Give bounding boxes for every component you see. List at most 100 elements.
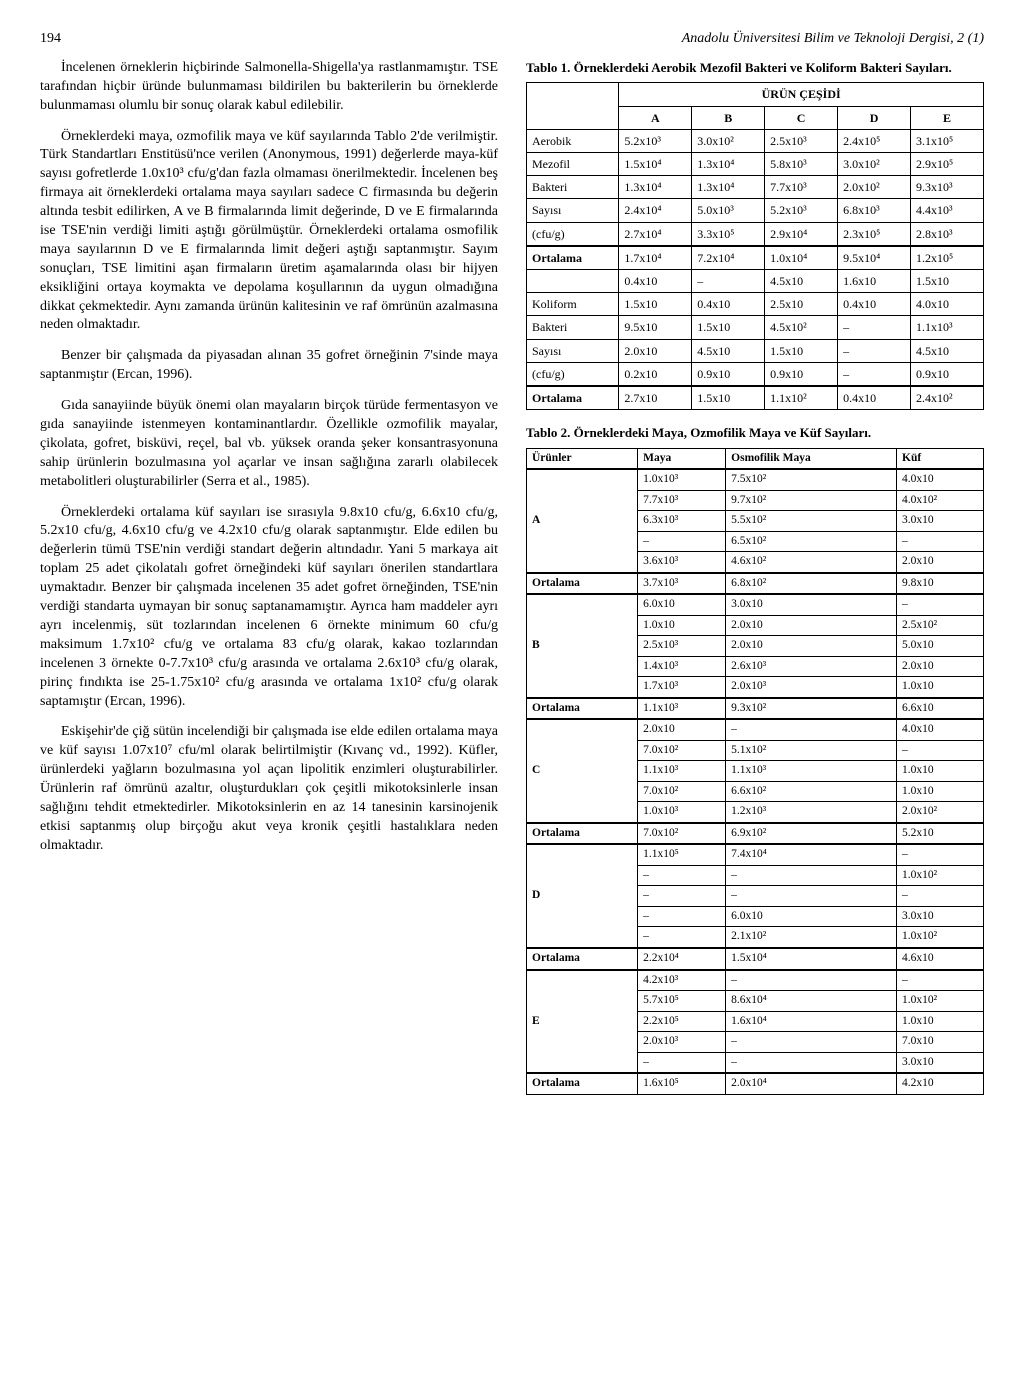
table2-cell: 4.6x10² bbox=[726, 552, 897, 573]
table1-cell: 0.9x10 bbox=[765, 362, 838, 386]
table2-col-header: Ürünler bbox=[527, 448, 638, 469]
table2-ortalama-cell: 6.8x10² bbox=[726, 573, 897, 595]
table2-cell: 7.0x10² bbox=[638, 781, 726, 802]
table2-cell: 1.2x10³ bbox=[726, 802, 897, 823]
table2-cell: 4.0x10 bbox=[897, 469, 984, 490]
table1-cell: 1.0x10⁴ bbox=[765, 246, 838, 270]
table1-cell: 4.0x10 bbox=[911, 293, 984, 316]
table2-cell: 7.5x10² bbox=[726, 469, 897, 490]
table2-cell: 5.5x10² bbox=[726, 511, 897, 532]
table1-cell: 0.4x10 bbox=[692, 293, 765, 316]
table2-ortalama-cell: 9.8x10 bbox=[897, 573, 984, 595]
table1-cell: 7.2x10⁴ bbox=[692, 246, 765, 270]
table1-cell: 1.3x10⁴ bbox=[692, 153, 765, 176]
paragraph-2: Örneklerdeki maya, ozmofilik maya ve küf… bbox=[40, 128, 498, 336]
table2-cell: 6.0x10 bbox=[638, 594, 726, 615]
table2-cell: 7.0x10² bbox=[638, 740, 726, 761]
table2-ortalama-cell: 6.6x10 bbox=[897, 698, 984, 720]
table2-ortalama-cell: 7.0x10² bbox=[638, 823, 726, 845]
paragraph-5: Örneklerdeki ortalama küf sayıları ise s… bbox=[40, 504, 498, 712]
paragraph-6: Eskişehir'de çiğ sütün incelendiği bir ç… bbox=[40, 723, 498, 855]
page-number: 194 bbox=[40, 30, 498, 49]
table2-group-label: E bbox=[527, 970, 638, 1074]
table2-cell: 1.0x10 bbox=[897, 761, 984, 782]
table2-cell: 2.5x10³ bbox=[638, 636, 726, 657]
table2-cell: 2.1x10² bbox=[726, 927, 897, 948]
table1-cell: 1.5x10⁴ bbox=[619, 153, 692, 176]
table2-cell: 1.0x10² bbox=[897, 927, 984, 948]
table1-cell: 1.1x10³ bbox=[911, 316, 984, 339]
table2-ortalama-label: Ortalama bbox=[527, 823, 638, 845]
table2-cell: – bbox=[726, 886, 897, 907]
table2-ortalama-cell: 3.7x10³ bbox=[638, 573, 726, 595]
table1-col-header: D bbox=[838, 106, 911, 129]
table2-cell: 1.4x10³ bbox=[638, 656, 726, 677]
table2-ortalama-cell: 4.6x10 bbox=[897, 948, 984, 970]
table1-cell: 1.2x10⁵ bbox=[911, 246, 984, 270]
table1-cell: 2.7x10 bbox=[619, 386, 692, 410]
table2-group-label: B bbox=[527, 594, 638, 698]
table2-ortalama-label: Ortalama bbox=[527, 1073, 638, 1094]
table2-cell: – bbox=[638, 927, 726, 948]
table1-row-label: Ortalama bbox=[527, 246, 619, 270]
table-1: ÜRÜN ÇEŞİDİ ABCDE Aerobik5.2x10³3.0x10²2… bbox=[526, 82, 984, 410]
table1-cell: 1.5x10 bbox=[692, 386, 765, 410]
table1-col-header: C bbox=[765, 106, 838, 129]
table1-cell: 1.5x10 bbox=[765, 339, 838, 362]
table1-caption-label: Tablo 1. bbox=[526, 60, 570, 75]
table2-cell: 7.7x10³ bbox=[638, 490, 726, 511]
table2-cell: 1.0x10² bbox=[897, 991, 984, 1012]
table2-ortalama-label: Ortalama bbox=[527, 573, 638, 595]
table1-cell: 0.9x10 bbox=[911, 362, 984, 386]
table2-cell: 6.3x10³ bbox=[638, 511, 726, 532]
table1-cell: 1.6x10 bbox=[838, 269, 911, 292]
table2-caption-label: Tablo 2. bbox=[526, 425, 570, 440]
table2-cell: – bbox=[638, 865, 726, 886]
table2-cell: 1.0x10³ bbox=[638, 469, 726, 490]
table1-cell: 4.5x10² bbox=[765, 316, 838, 339]
table1-cell: 1.7x10⁴ bbox=[619, 246, 692, 270]
table1-caption-text: Örneklerdeki Aerobik Mezofil Bakteri ve … bbox=[574, 60, 952, 75]
table1-cell: 2.5x10³ bbox=[765, 129, 838, 152]
table1-cell: 2.7x10⁴ bbox=[619, 222, 692, 246]
table2-col-header: Osmofilik Maya bbox=[726, 448, 897, 469]
table1-cell: 5.0x10³ bbox=[692, 199, 765, 222]
table2-cell: – bbox=[638, 531, 726, 552]
table1-col-header: E bbox=[911, 106, 984, 129]
table2-cell: 1.1x10³ bbox=[726, 761, 897, 782]
table2-cell: – bbox=[897, 844, 984, 865]
table2-cell: – bbox=[638, 1052, 726, 1073]
table1-row-label: Mezofil bbox=[527, 153, 619, 176]
table2-cell: 3.0x10 bbox=[897, 1052, 984, 1073]
table2-cell: 9.7x10² bbox=[726, 490, 897, 511]
table2-cell: – bbox=[726, 970, 897, 991]
table2-cell: 5.0x10 bbox=[897, 636, 984, 657]
table2-ortalama-label: Ortalama bbox=[527, 948, 638, 970]
table1-row-label: Bakteri bbox=[527, 176, 619, 199]
table1-cell: 1.5x10 bbox=[619, 293, 692, 316]
table1-cell: 1.5x10 bbox=[911, 269, 984, 292]
table2-cell: 3.0x10 bbox=[897, 511, 984, 532]
table1-row-label: Sayısı bbox=[527, 199, 619, 222]
table1-cell: 0.2x10 bbox=[619, 362, 692, 386]
table2-cell: 2.5x10² bbox=[897, 615, 984, 636]
table2-ortalama-cell: 2.2x10⁴ bbox=[638, 948, 726, 970]
table1-cell: 2.5x10 bbox=[765, 293, 838, 316]
table1-cell: 2.4x10² bbox=[911, 386, 984, 410]
table2-cell: 3.0x10 bbox=[726, 594, 897, 615]
table1-cell: 9.5x10 bbox=[619, 316, 692, 339]
table2-cell: 1.1x10⁵ bbox=[638, 844, 726, 865]
paragraph-1: İncelenen örneklerin hiçbirinde Salmonel… bbox=[40, 59, 498, 116]
table1-caption: Tablo 1. Örneklerdeki Aerobik Mezofil Ba… bbox=[526, 59, 984, 77]
table2-cell: 2.0x10 bbox=[897, 656, 984, 677]
table1-cell: 0.4x10 bbox=[838, 386, 911, 410]
table1-col-header: B bbox=[692, 106, 765, 129]
table2-cell: 3.0x10 bbox=[897, 906, 984, 927]
table2-cell: 8.6x10⁴ bbox=[726, 991, 897, 1012]
paragraph-4: Gıda sanayiinde büyük önemi olan mayalar… bbox=[40, 397, 498, 491]
table2-cell: 7.0x10 bbox=[897, 1032, 984, 1053]
table1-cell: 3.1x10⁵ bbox=[911, 129, 984, 152]
table1-cell: 2.4x10⁵ bbox=[838, 129, 911, 152]
table1-cell: 6.8x10³ bbox=[838, 199, 911, 222]
table1-cell: 4.5x10 bbox=[765, 269, 838, 292]
